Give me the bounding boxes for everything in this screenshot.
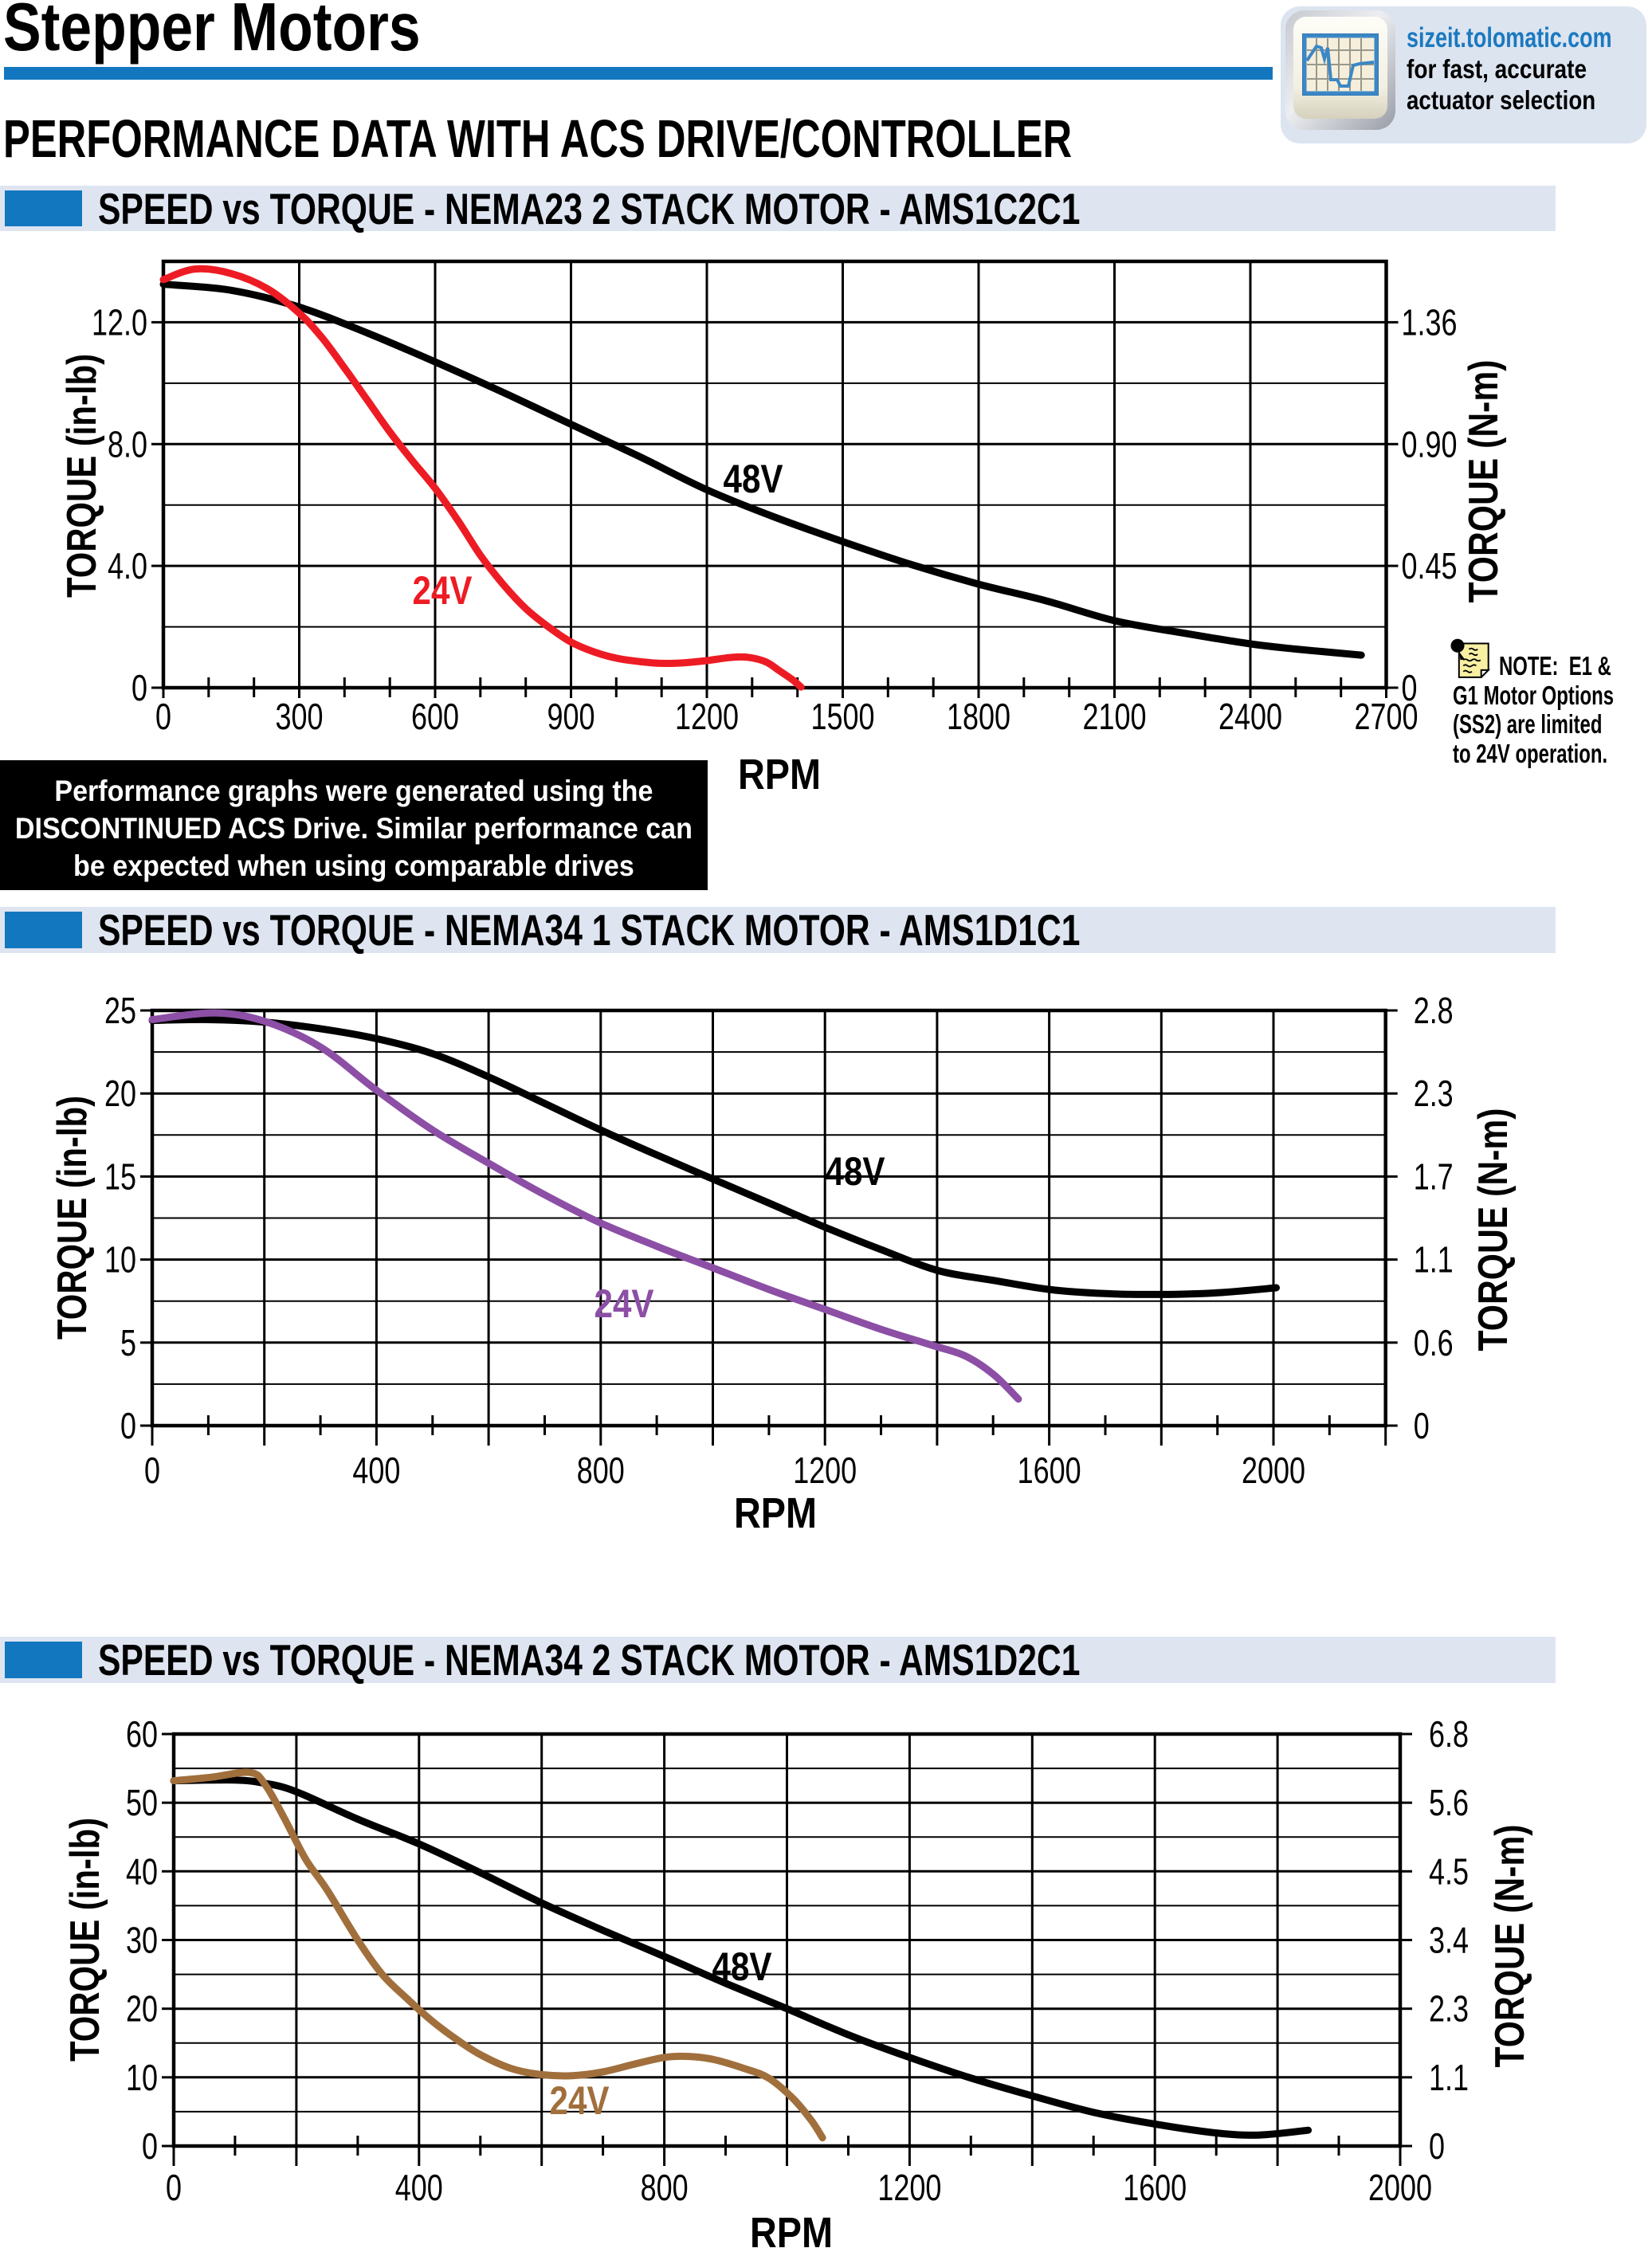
svg-text:2000: 2000	[1242, 1450, 1305, 1491]
svg-text:0: 0	[142, 2125, 158, 2167]
svg-text:30: 30	[126, 1920, 158, 1961]
svg-text:2.3: 2.3	[1429, 1988, 1469, 2030]
svg-text:1.1: 1.1	[1414, 1239, 1454, 1281]
svg-text:15: 15	[104, 1155, 136, 1197]
svg-text:300: 300	[276, 696, 324, 737]
svg-text:TORQUE (N-m): TORQUE (N-m)	[1461, 360, 1507, 603]
svg-text:10: 10	[104, 1239, 136, 1281]
svg-text:4.0: 4.0	[108, 545, 147, 587]
svg-text:TORQUE (in-lb): TORQUE (in-lb)	[59, 354, 105, 598]
svg-text:25: 25	[104, 990, 136, 1031]
svg-text:1800: 1800	[947, 696, 1010, 737]
svg-text:900: 900	[547, 696, 595, 737]
svg-text:TORQUE (N-m): TORQUE (N-m)	[1487, 1825, 1533, 2068]
svg-text:RPM: RPM	[738, 751, 821, 798]
svg-text:50: 50	[126, 1782, 158, 1823]
svg-text:10: 10	[126, 2057, 158, 2098]
svg-text:RPM: RPM	[750, 2209, 833, 2252]
svg-text:0.6: 0.6	[1414, 1322, 1454, 1363]
svg-text:0: 0	[1402, 667, 1418, 708]
svg-text:2.8: 2.8	[1414, 990, 1454, 1031]
svg-text:5: 5	[120, 1322, 136, 1363]
svg-text:0: 0	[131, 667, 147, 708]
svg-text:60: 60	[126, 1713, 158, 1755]
svg-text:600: 600	[411, 696, 459, 737]
svg-text:400: 400	[352, 1450, 400, 1491]
svg-text:5.6: 5.6	[1429, 1782, 1469, 1823]
svg-text:2400: 2400	[1218, 696, 1282, 737]
svg-text:48V: 48V	[712, 1944, 773, 1989]
svg-text:24V: 24V	[550, 2078, 610, 2123]
svg-text:1600: 1600	[1018, 1450, 1081, 1491]
svg-text:0.45: 0.45	[1402, 545, 1458, 587]
svg-text:20: 20	[126, 1988, 158, 2030]
svg-text:40: 40	[126, 1850, 158, 1892]
svg-text:2700: 2700	[1355, 696, 1419, 737]
svg-text:0: 0	[144, 1450, 160, 1491]
svg-text:48V: 48V	[826, 1149, 886, 1194]
svg-text:48V: 48V	[724, 457, 784, 501]
svg-text:TORQUE (in-lb): TORQUE (in-lb)	[49, 1096, 96, 1340]
svg-text:TORQUE (N-m): TORQUE (N-m)	[1470, 1108, 1517, 1352]
svg-text:800: 800	[577, 1450, 625, 1491]
svg-text:TORQUE (in-lb): TORQUE (in-lb)	[62, 1818, 108, 2062]
svg-text:2000: 2000	[1368, 2167, 1432, 2208]
svg-text:RPM: RPM	[734, 1489, 817, 1537]
svg-text:24V: 24V	[594, 1281, 655, 1326]
svg-text:8.0: 8.0	[108, 423, 147, 465]
svg-text:20: 20	[104, 1073, 136, 1114]
svg-text:1200: 1200	[877, 2167, 941, 2208]
svg-text:12.0: 12.0	[92, 301, 147, 343]
svg-text:1500: 1500	[811, 696, 875, 737]
svg-text:24V: 24V	[413, 568, 473, 613]
svg-text:3.4: 3.4	[1429, 1920, 1469, 1961]
svg-text:4.5: 4.5	[1429, 1850, 1469, 1892]
svg-text:1.36: 1.36	[1402, 301, 1458, 343]
svg-text:400: 400	[395, 2167, 443, 2208]
svg-text:0: 0	[1429, 2125, 1445, 2167]
svg-text:1600: 1600	[1123, 2167, 1187, 2208]
svg-text:0: 0	[166, 2167, 182, 2208]
svg-text:1.7: 1.7	[1414, 1155, 1454, 1197]
svg-text:1200: 1200	[793, 1450, 857, 1491]
svg-text:0.90: 0.90	[1402, 423, 1458, 465]
svg-text:1.1: 1.1	[1429, 2057, 1469, 2098]
svg-text:800: 800	[641, 2167, 689, 2208]
svg-text:1200: 1200	[675, 696, 739, 737]
svg-text:2100: 2100	[1083, 696, 1147, 737]
svg-text:0: 0	[155, 696, 171, 737]
svg-text:2.3: 2.3	[1414, 1073, 1454, 1114]
svg-text:6.8: 6.8	[1429, 1713, 1469, 1755]
svg-text:0: 0	[1414, 1405, 1430, 1446]
svg-text:0: 0	[120, 1405, 136, 1446]
